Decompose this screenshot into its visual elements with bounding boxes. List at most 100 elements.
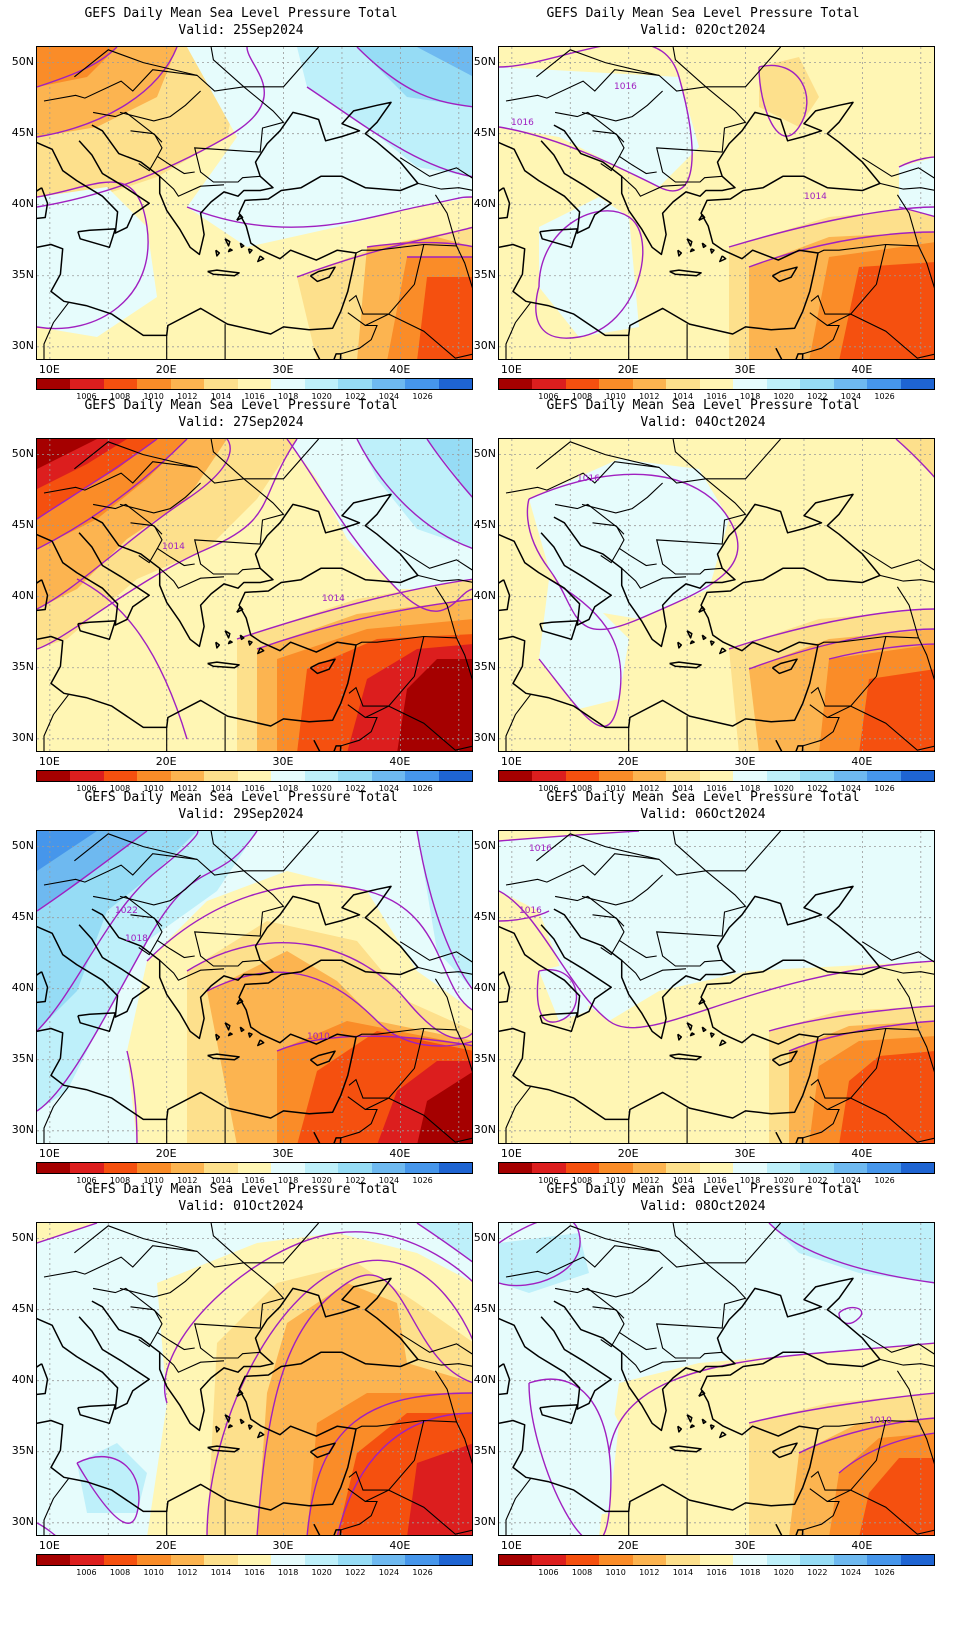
colorbar-swatch [103, 379, 138, 389]
colorbar-swatch [405, 379, 439, 389]
country-border [119, 874, 201, 906]
colorbar-labels: 1006 1008 1010 1012 1014 1016 1018 1020 1022 1024… [36, 784, 473, 796]
lat-tick-label: 50N [11, 54, 34, 68]
pressure-field-svg: 1022 1018 1010 [37, 831, 472, 1143]
coastline [37, 101, 419, 337]
coastline [227, 640, 233, 645]
contour-label: 1016 [577, 474, 600, 484]
country-border [74, 1225, 198, 1254]
colorbar-tick-label: 1010 [143, 784, 164, 793]
lon-tick-label: 40E [389, 1147, 411, 1160]
colorbar-tick-label: 1012 [639, 1176, 660, 1185]
isobar-contour [37, 1522, 56, 1535]
lat-tick-label: 30N [473, 730, 496, 744]
lon-tick-label: 20E [617, 363, 639, 376]
lon-tick-label: 40E [851, 1539, 873, 1552]
lat-tick-label: 45N [473, 517, 496, 531]
isobar-contour [768, 1223, 934, 1284]
coastline [227, 248, 233, 253]
pressure-map: 1010 [498, 1222, 935, 1536]
colorbar-tick-label: 1018 [277, 1568, 299, 1577]
country-border [862, 941, 934, 963]
country-border [400, 549, 472, 571]
colorbar-swatch [103, 1163, 138, 1173]
lat-tick-label: 30N [473, 1122, 496, 1136]
colorbar-tick-label: 1024 [840, 1568, 862, 1577]
colorbar-swatch [338, 771, 372, 781]
country-border [43, 1245, 285, 1359]
lat-tick-label: 30N [11, 730, 34, 744]
pressure-band [896, 439, 934, 477]
lat-tick-label: 30N [473, 1514, 496, 1528]
country-border [802, 1500, 840, 1531]
colorbar-swatch [304, 771, 339, 781]
isobar-contour [788, 1020, 934, 1052]
colorbar-swatch [900, 1555, 935, 1565]
colorbar-tick-label: 1006 [76, 392, 97, 401]
map-panel: GEFS Daily Mean Sea Level Pressure Total… [462, 1176, 944, 1586]
lon-tick-label: 30E [272, 755, 294, 768]
colorbar [498, 1162, 935, 1174]
isobar-contour [426, 439, 472, 498]
colorbar-tick-label: 1024 [840, 784, 862, 793]
lon-tick-label: 30E [734, 363, 756, 376]
isobar-contour [528, 1378, 612, 1535]
colorbar-tick-label: 1022 [345, 1176, 366, 1185]
lat-tick-label: 50N [473, 446, 496, 460]
colorbar-swatch [170, 379, 205, 389]
coastline [686, 1414, 693, 1423]
lat-tick-label: 40N [11, 196, 34, 210]
colorbar-swatch [70, 771, 104, 781]
pressure-field-svg: 1016 1016 1014 [499, 47, 934, 359]
colorbar-swatch [532, 1163, 566, 1173]
country-border [621, 567, 687, 589]
isobar-contour [416, 1223, 472, 1263]
contour-label: 1014 [322, 594, 345, 604]
pressure-band [539, 961, 589, 1021]
colorbar-tick-label: 1010 [143, 1568, 164, 1577]
country-border [600, 548, 620, 564]
country-border [862, 549, 934, 571]
lat-tick-label: 45N [11, 517, 34, 531]
coastline [701, 1418, 707, 1425]
country-border [130, 914, 163, 927]
colorbar-swatch [204, 1163, 238, 1173]
lon-tick-label: 10E [500, 755, 522, 768]
colorbar-swatch [766, 1555, 801, 1565]
colorbar-swatch [371, 1555, 406, 1565]
pressure-band [759, 57, 819, 127]
colorbar [36, 1554, 473, 1566]
coastline [224, 630, 231, 639]
colorbar-tick-label: 1018 [277, 784, 299, 793]
lat-tick-label: 40N [11, 1372, 34, 1386]
colorbar-tick-label: 1024 [840, 392, 862, 401]
pressure-band [407, 1443, 472, 1535]
lat-tick-label: 40N [473, 588, 496, 602]
colorbar-swatch [766, 771, 801, 781]
coastline [239, 242, 245, 249]
lon-tick-label: 20E [617, 1539, 639, 1552]
colorbar-tick-label: 1020 [311, 1568, 332, 1577]
isobar-contour [336, 1412, 472, 1535]
country-border [850, 705, 934, 751]
colorbar-swatch [499, 771, 533, 781]
colorbar-tick-label: 1014 [672, 1176, 694, 1185]
country-border [388, 1097, 472, 1143]
panel-title: GEFS Daily Mean Sea Level Pressure Total [546, 398, 860, 413]
isobar-contour [76, 578, 188, 740]
country-border [918, 1029, 934, 1073]
country-border [130, 130, 163, 143]
coastline [719, 255, 727, 263]
colorbar-swatch [237, 1555, 272, 1565]
isobar-contour [898, 156, 934, 168]
coastline [239, 1026, 245, 1033]
isobar-contour [828, 643, 934, 660]
coastline [37, 1316, 150, 1410]
isobar-contour [37, 47, 178, 138]
colorbar-swatch [666, 771, 700, 781]
colorbar-tick-label: 1026 [412, 1568, 433, 1577]
lat-tick-label: 45N [473, 125, 496, 139]
lon-tick-label: 10E [500, 1147, 522, 1160]
country-border [417, 182, 472, 191]
country-border [672, 831, 782, 872]
